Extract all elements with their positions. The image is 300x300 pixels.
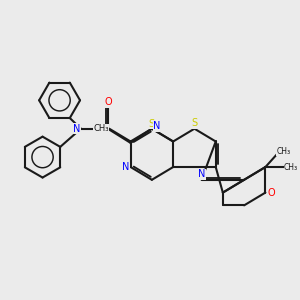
- Text: O: O: [267, 188, 275, 198]
- Text: S: S: [149, 118, 155, 129]
- Text: CH₃: CH₃: [276, 147, 290, 156]
- Text: S: S: [191, 118, 197, 128]
- Text: CH₃: CH₃: [93, 124, 109, 133]
- Text: CH₃: CH₃: [284, 163, 298, 172]
- Text: N: N: [73, 124, 80, 134]
- Text: N: N: [122, 162, 129, 172]
- Text: N: N: [198, 169, 205, 179]
- Text: O: O: [104, 97, 112, 107]
- Text: N: N: [153, 122, 161, 131]
